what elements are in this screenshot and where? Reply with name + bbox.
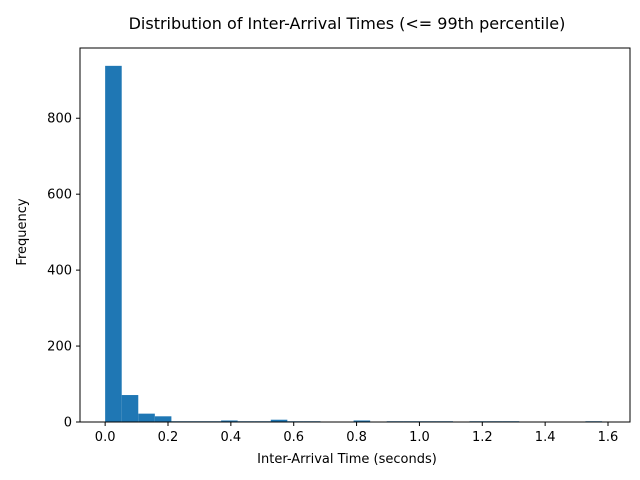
y-tick-label: 0 xyxy=(64,416,72,431)
x-tick-label: 1.2 xyxy=(472,430,493,445)
x-tick-label: 0.0 xyxy=(95,430,116,445)
plot-frame xyxy=(79,47,631,423)
x-tick-label: 1.4 xyxy=(535,430,556,445)
y-tick-label: 400 xyxy=(47,264,72,279)
x-tick-label: 1.6 xyxy=(598,430,619,445)
y-tick-label: 600 xyxy=(47,188,72,203)
x-tick-label: 1.0 xyxy=(409,430,430,445)
histogram-bar xyxy=(353,420,371,422)
x-tick-label: 0.6 xyxy=(283,430,304,445)
histogram-bar xyxy=(121,395,139,422)
histogram-bar xyxy=(154,416,172,422)
histogram-bar xyxy=(221,420,238,422)
x-tick-label: 0.2 xyxy=(158,430,179,445)
y-axis-label: Frequency xyxy=(15,198,30,265)
x-tick-label: 0.4 xyxy=(221,430,242,445)
x-axis-ticks: 0.0 0.2 0.4 0.6 0.8 1.0 1.2 1.4 1.6 xyxy=(95,422,619,445)
histogram-bar xyxy=(105,65,122,422)
plot-axes xyxy=(79,47,631,423)
y-tick-label: 800 xyxy=(47,112,72,127)
y-axis-ticks: 0 200 400 600 800 xyxy=(47,112,80,431)
x-axis-label: Inter-Arrival Time (seconds) xyxy=(257,452,437,467)
histogram-bar xyxy=(270,419,288,422)
x-tick-label: 0.8 xyxy=(346,430,367,445)
histogram-bars xyxy=(105,65,603,422)
histogram-bar xyxy=(138,413,155,422)
chart-title: Distribution of Inter-Arrival Times (<= … xyxy=(129,14,566,33)
y-tick-label: 200 xyxy=(47,340,72,355)
